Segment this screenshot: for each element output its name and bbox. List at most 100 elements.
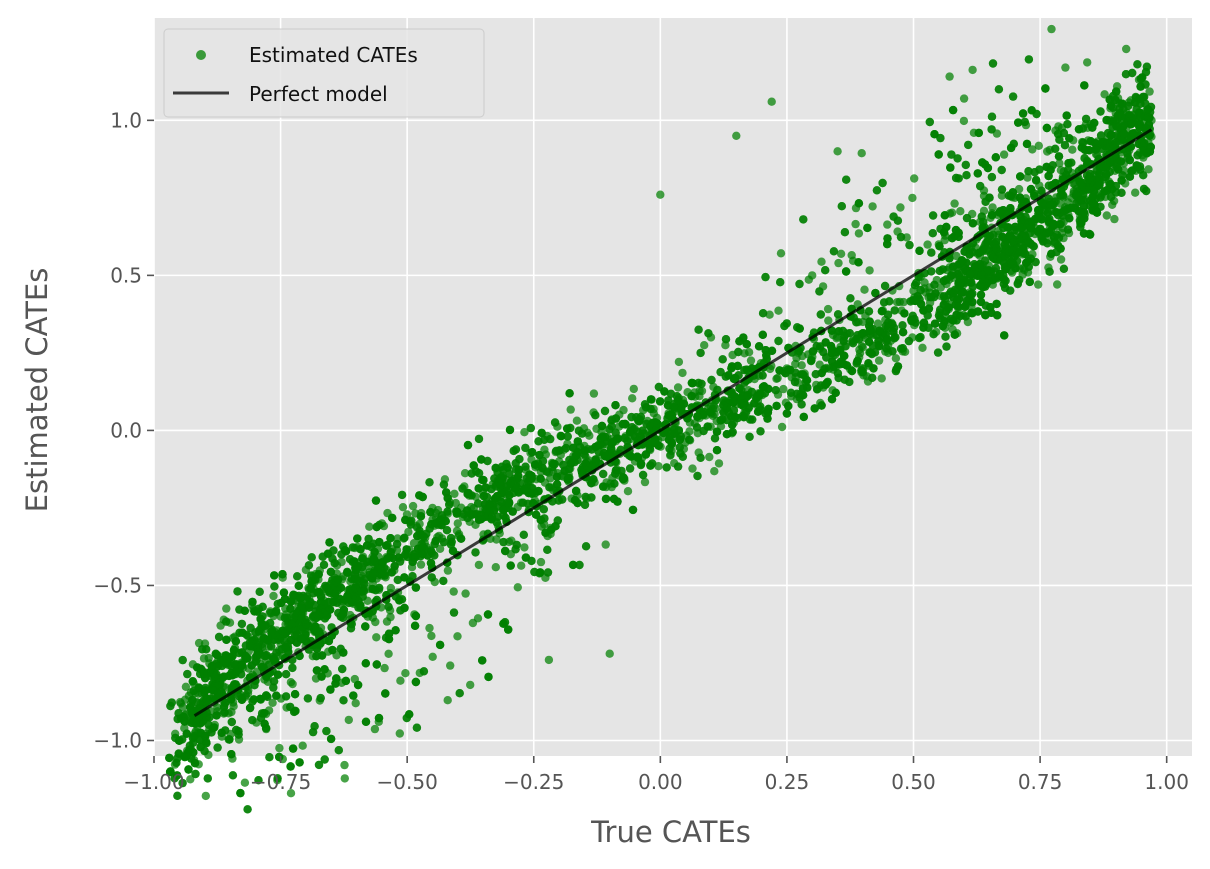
data-point — [710, 434, 720, 443]
data-point — [269, 683, 278, 692]
data-point — [623, 487, 633, 496]
data-point — [697, 379, 706, 388]
data-point — [858, 367, 867, 377]
data-point — [446, 661, 455, 670]
data-point — [513, 583, 522, 592]
data-point — [860, 285, 869, 294]
data-point — [1059, 264, 1069, 273]
data-point — [380, 663, 389, 673]
data-point — [774, 336, 783, 346]
data-point — [1013, 279, 1022, 289]
data-point — [713, 385, 722, 395]
data-point — [419, 667, 429, 676]
data-point — [912, 278, 921, 287]
data-point — [458, 484, 467, 493]
data-point — [890, 334, 899, 343]
data-point — [625, 464, 635, 473]
data-point — [382, 617, 392, 626]
data-point — [365, 522, 374, 531]
data-point — [439, 538, 449, 547]
data-point — [372, 633, 381, 642]
data-point — [678, 368, 687, 378]
data-point — [1008, 92, 1018, 101]
data-point — [999, 150, 1009, 159]
data-point — [375, 583, 384, 593]
data-point — [468, 618, 478, 628]
data-point — [340, 774, 349, 783]
data-point — [899, 297, 908, 307]
data-point — [425, 623, 434, 633]
data-point — [453, 632, 462, 641]
data-point — [695, 392, 704, 401]
data-point — [601, 540, 610, 549]
data-point — [940, 236, 949, 245]
data-point — [696, 453, 705, 462]
data-point — [883, 220, 892, 229]
data-point — [746, 356, 756, 365]
data-point — [1110, 214, 1119, 224]
data-point — [920, 278, 929, 287]
data-point — [795, 279, 804, 289]
data-point — [240, 778, 250, 787]
data-point — [756, 427, 765, 436]
data-point — [1024, 55, 1034, 64]
data-point — [233, 587, 242, 596]
data-point — [1031, 176, 1041, 185]
scatter-points — [165, 24, 1156, 814]
data-point — [694, 325, 703, 334]
data-point — [1097, 144, 1107, 153]
data-point — [758, 309, 768, 318]
data-point — [237, 619, 247, 629]
data-point — [257, 709, 267, 718]
data-point — [545, 483, 554, 492]
data-point — [987, 125, 996, 134]
data-point — [386, 583, 396, 593]
data-point — [705, 452, 714, 462]
data-point — [673, 462, 683, 471]
data-point — [1131, 188, 1140, 197]
data-point — [707, 375, 716, 385]
data-point — [591, 411, 600, 420]
data-point — [254, 776, 263, 785]
data-point — [520, 428, 529, 437]
data-point — [714, 459, 724, 468]
data-point — [282, 613, 292, 622]
data-point — [319, 560, 329, 569]
data-point — [947, 150, 956, 159]
data-point — [877, 374, 886, 383]
data-point — [896, 232, 906, 242]
data-point — [904, 336, 914, 346]
data-point — [181, 682, 191, 691]
data-point — [640, 477, 650, 487]
data-point — [227, 717, 236, 727]
data-point — [771, 386, 780, 395]
data-point — [589, 389, 599, 398]
data-point — [338, 664, 347, 674]
data-point — [700, 341, 709, 350]
data-point — [427, 631, 436, 641]
data-point — [461, 589, 470, 598]
data-point — [416, 560, 426, 569]
data-point — [400, 533, 409, 542]
data-point — [619, 405, 628, 415]
data-point — [428, 652, 437, 661]
data-point — [950, 199, 959, 208]
data-point — [450, 489, 459, 498]
data-point — [896, 344, 906, 353]
data-point — [662, 463, 671, 472]
data-point — [1145, 87, 1154, 96]
data-point — [395, 729, 404, 738]
data-point — [693, 471, 702, 481]
data-point — [620, 434, 629, 443]
data-point — [1056, 199, 1065, 208]
data-point — [997, 165, 1006, 175]
data-point — [492, 535, 501, 544]
data-point — [348, 543, 357, 552]
data-point — [520, 543, 529, 552]
data-point — [889, 212, 898, 221]
data-point — [865, 348, 874, 357]
data-point — [611, 469, 620, 478]
data-point — [865, 266, 874, 275]
data-point — [674, 357, 684, 367]
data-point — [1102, 211, 1112, 220]
